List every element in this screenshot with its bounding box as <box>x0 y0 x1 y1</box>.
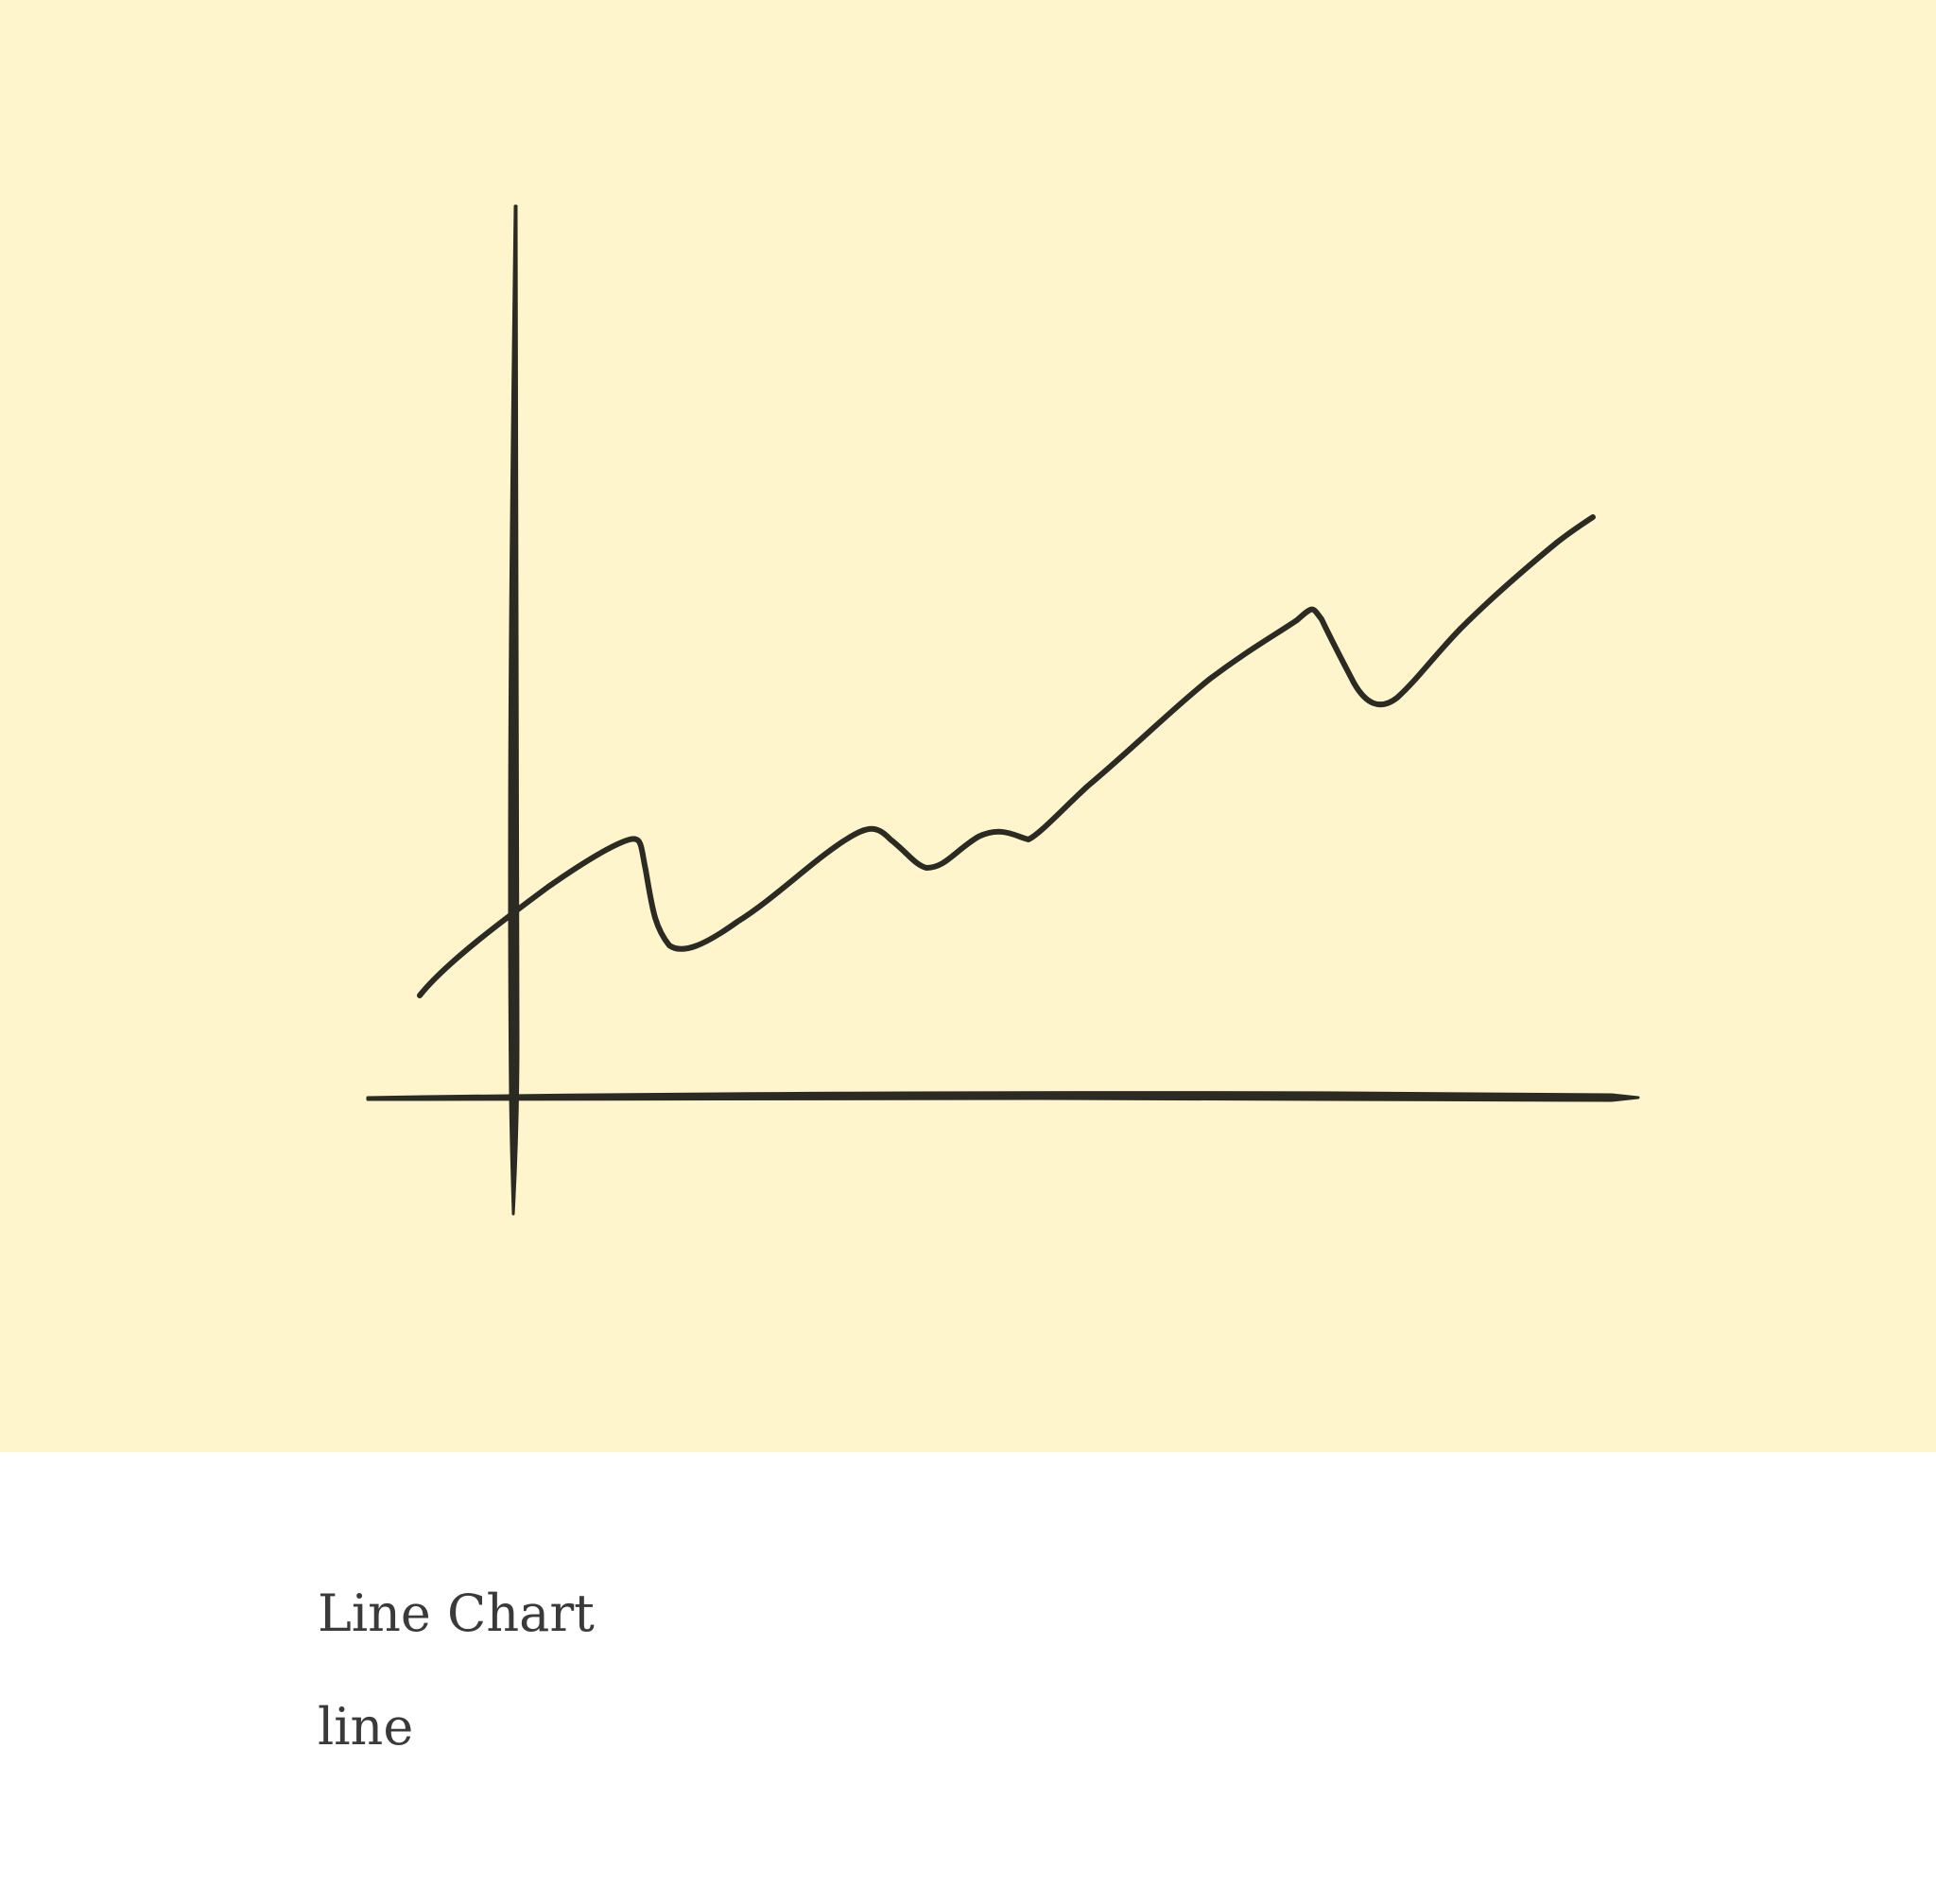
illustration-panel <box>0 0 1936 1452</box>
chart-series-line <box>417 514 1596 998</box>
x-axis-stroke <box>366 1091 1640 1102</box>
card-title: Line Chart <box>318 1584 595 1643</box>
y-axis-stroke <box>508 204 520 1216</box>
card-caption: Line Chart line <box>318 1588 595 1753</box>
card-subtitle: line <box>318 1697 414 1757</box>
hand-drawn-line-chart-icon <box>366 204 1640 1216</box>
